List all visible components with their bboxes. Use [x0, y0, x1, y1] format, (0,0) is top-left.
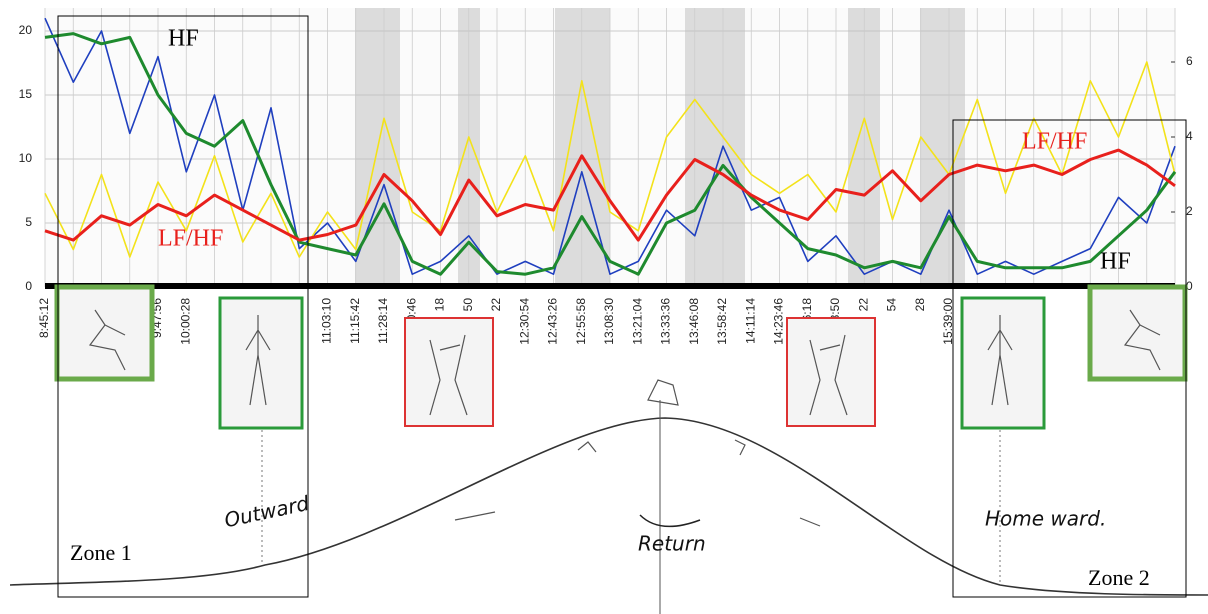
x-tick-label: 11:15:42 — [348, 298, 362, 344]
x-tick-label: 18 — [433, 298, 447, 312]
series-line — [44, 32, 1177, 276]
x-tick-label: 14:23:46 — [772, 298, 786, 345]
mountain-path — [9, 417, 1208, 596]
x-tick-label: 28 — [913, 298, 927, 312]
x-tick-label: 11:28:14 — [376, 298, 390, 344]
y2-tick-label: 6 — [1186, 54, 1193, 68]
return-arrow — [639, 514, 701, 528]
path-label: Return — [638, 532, 706, 556]
series-label: LF/HF — [158, 226, 223, 252]
x-tick-label: 22 — [856, 298, 870, 312]
figure-sketches — [88, 309, 1161, 527]
x-tick-label: 8:45:12 — [37, 298, 51, 338]
x-tick-label: 54 — [885, 298, 899, 312]
x-tick-label: 11:03:10 — [320, 298, 334, 344]
x-tick-label: 13:33:36 — [659, 298, 673, 345]
x-tick-label: 13:08:30 — [602, 298, 616, 345]
zone-label: Zone 1 — [70, 540, 132, 565]
x-tick-label: 12:30:54 — [517, 298, 531, 345]
x-tick-label: 22 — [489, 298, 503, 312]
series-label: HF — [1100, 249, 1131, 275]
series-line — [44, 61, 1176, 258]
path-label: Outward — [222, 491, 311, 532]
y-tick-label: 15 — [19, 87, 33, 101]
series-line — [44, 17, 1176, 275]
series-label: HF — [168, 26, 199, 52]
y-tick-label: 10 — [19, 151, 33, 165]
sketches — [54, 284, 1188, 430]
y-tick-label: 0 — [25, 279, 32, 293]
x-tick-label: 13:46:08 — [687, 298, 701, 345]
series-line — [44, 148, 1176, 242]
series-label: LF/HF — [1022, 129, 1087, 155]
x-tick-label: 15:39:00 — [941, 298, 955, 345]
y2-tick-label: 0 — [1186, 279, 1193, 293]
x-tick-label: 13:21:04 — [630, 298, 644, 345]
series — [44, 17, 1177, 276]
x-tick-label: 14:11:14 — [743, 298, 757, 344]
x-tick-label: 12:43:26 — [546, 298, 560, 345]
x-tick-label: 12:55:58 — [574, 298, 588, 345]
zone-box — [57, 15, 309, 598]
y2-tick-label: 2 — [1186, 204, 1193, 218]
x-tick-label: 50 — [461, 298, 475, 312]
x-tick-label: 10:00:28 — [178, 298, 192, 345]
y2-tick-label: 4 — [1186, 129, 1193, 143]
x-tick-label: 13:58:42 — [715, 298, 729, 345]
y-tick-label: 5 — [25, 215, 32, 229]
path-label: Home ward. — [985, 507, 1106, 531]
y-tick-label: 20 — [19, 23, 33, 37]
grid — [44, 8, 1176, 288]
x-axis — [45, 283, 1175, 289]
zone-label: Zone 2 — [1088, 565, 1150, 590]
zone-box — [952, 119, 1187, 598]
